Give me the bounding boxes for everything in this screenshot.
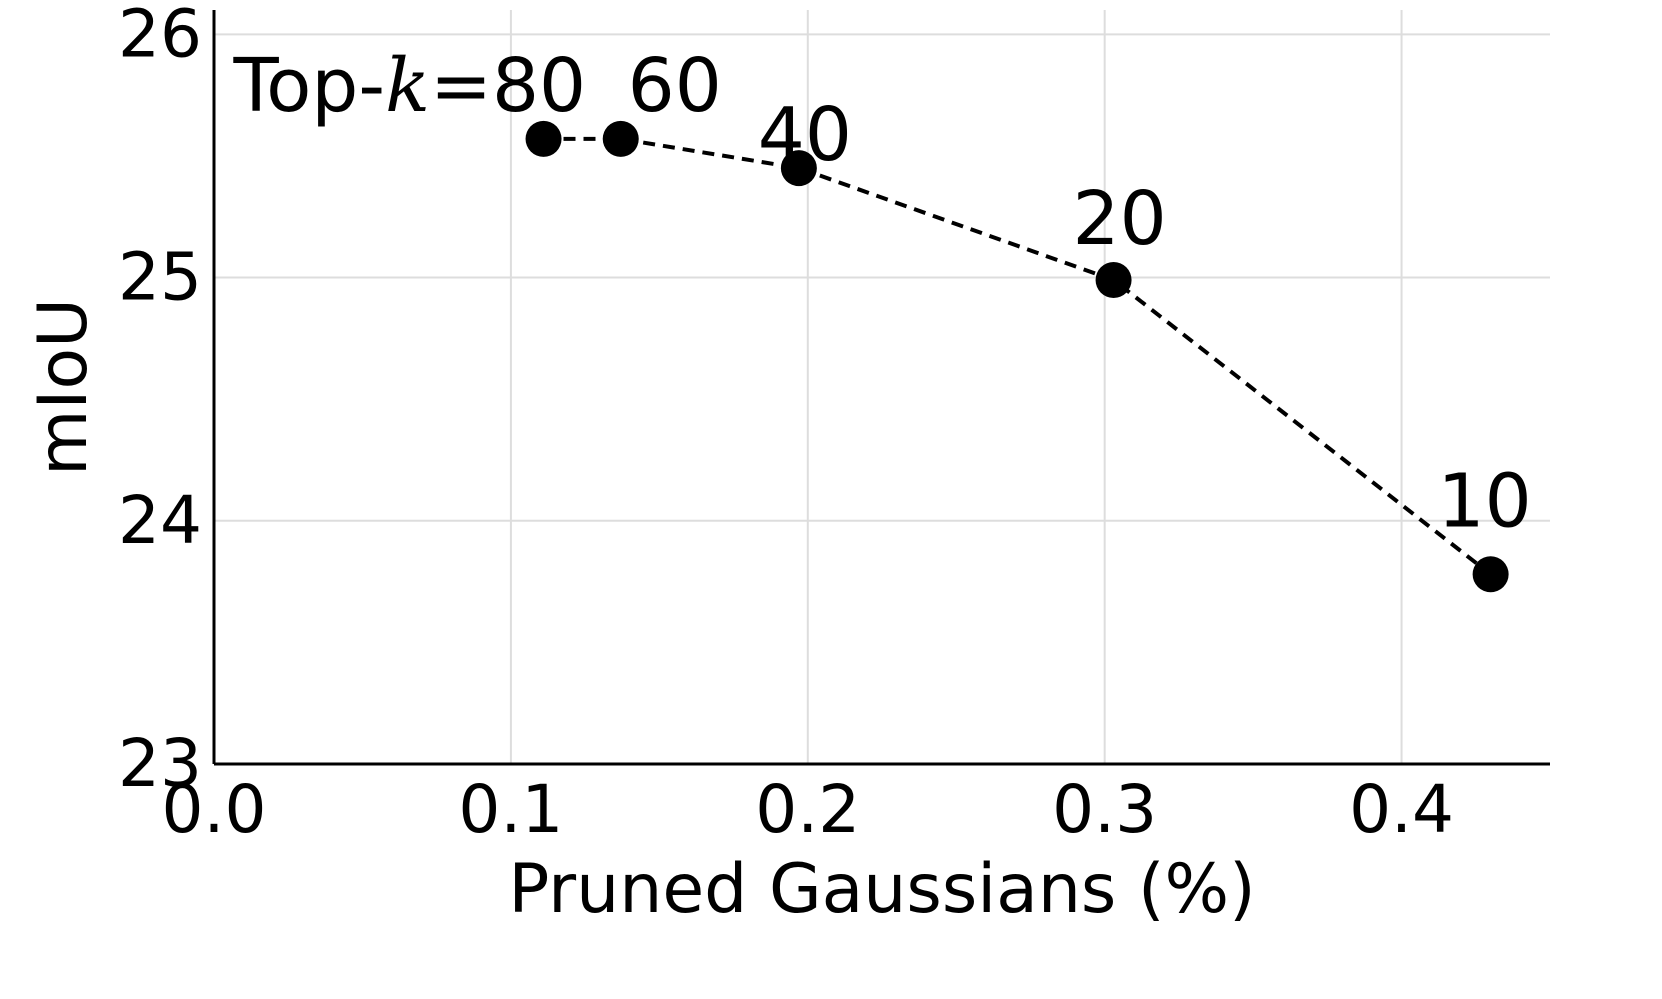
x-tick-label: 0.3 xyxy=(1052,771,1157,848)
data-point-label: 10 xyxy=(1438,458,1532,544)
data-point xyxy=(525,120,562,157)
annotation-prefix: Top- xyxy=(233,43,386,129)
series-line xyxy=(543,136,1492,576)
data-point xyxy=(780,150,817,187)
x-axis-label: Pruned Gaussians (%) xyxy=(508,850,1255,929)
data-point-labels: Top-k=80 60 40 20 10 xyxy=(233,43,1532,544)
annotation-eq: = xyxy=(430,43,492,129)
y-tick-label: 24 xyxy=(118,482,202,559)
data-point-label: 60 xyxy=(628,43,722,129)
data-point-label: Top-k=80 xyxy=(233,43,587,129)
data-points xyxy=(525,120,1509,593)
x-tick-label: 0.0 xyxy=(162,771,267,848)
data-point xyxy=(602,120,639,157)
y-axis-label: mIoU xyxy=(24,298,103,476)
y-tick-label: 25 xyxy=(118,239,202,316)
axes xyxy=(212,10,1550,766)
x-tick-label: 0.2 xyxy=(755,771,860,848)
tick-labels: 0.0 0.1 0.2 0.3 0.4 23 24 25 26 xyxy=(118,0,1454,848)
y-tick-label: 23 xyxy=(118,725,202,802)
data-point xyxy=(1472,556,1509,593)
x-tick-label: 0.1 xyxy=(458,771,563,848)
data-point xyxy=(1095,261,1132,298)
data-point-label: 40 xyxy=(758,92,852,178)
annotation-var: k xyxy=(385,43,430,129)
data-point-label: 20 xyxy=(1072,176,1166,262)
grid-lines xyxy=(214,10,1550,764)
y-tick-label: 26 xyxy=(118,0,202,72)
x-tick-label: 0.4 xyxy=(1349,771,1454,848)
point-value-label: 80 xyxy=(492,43,586,129)
